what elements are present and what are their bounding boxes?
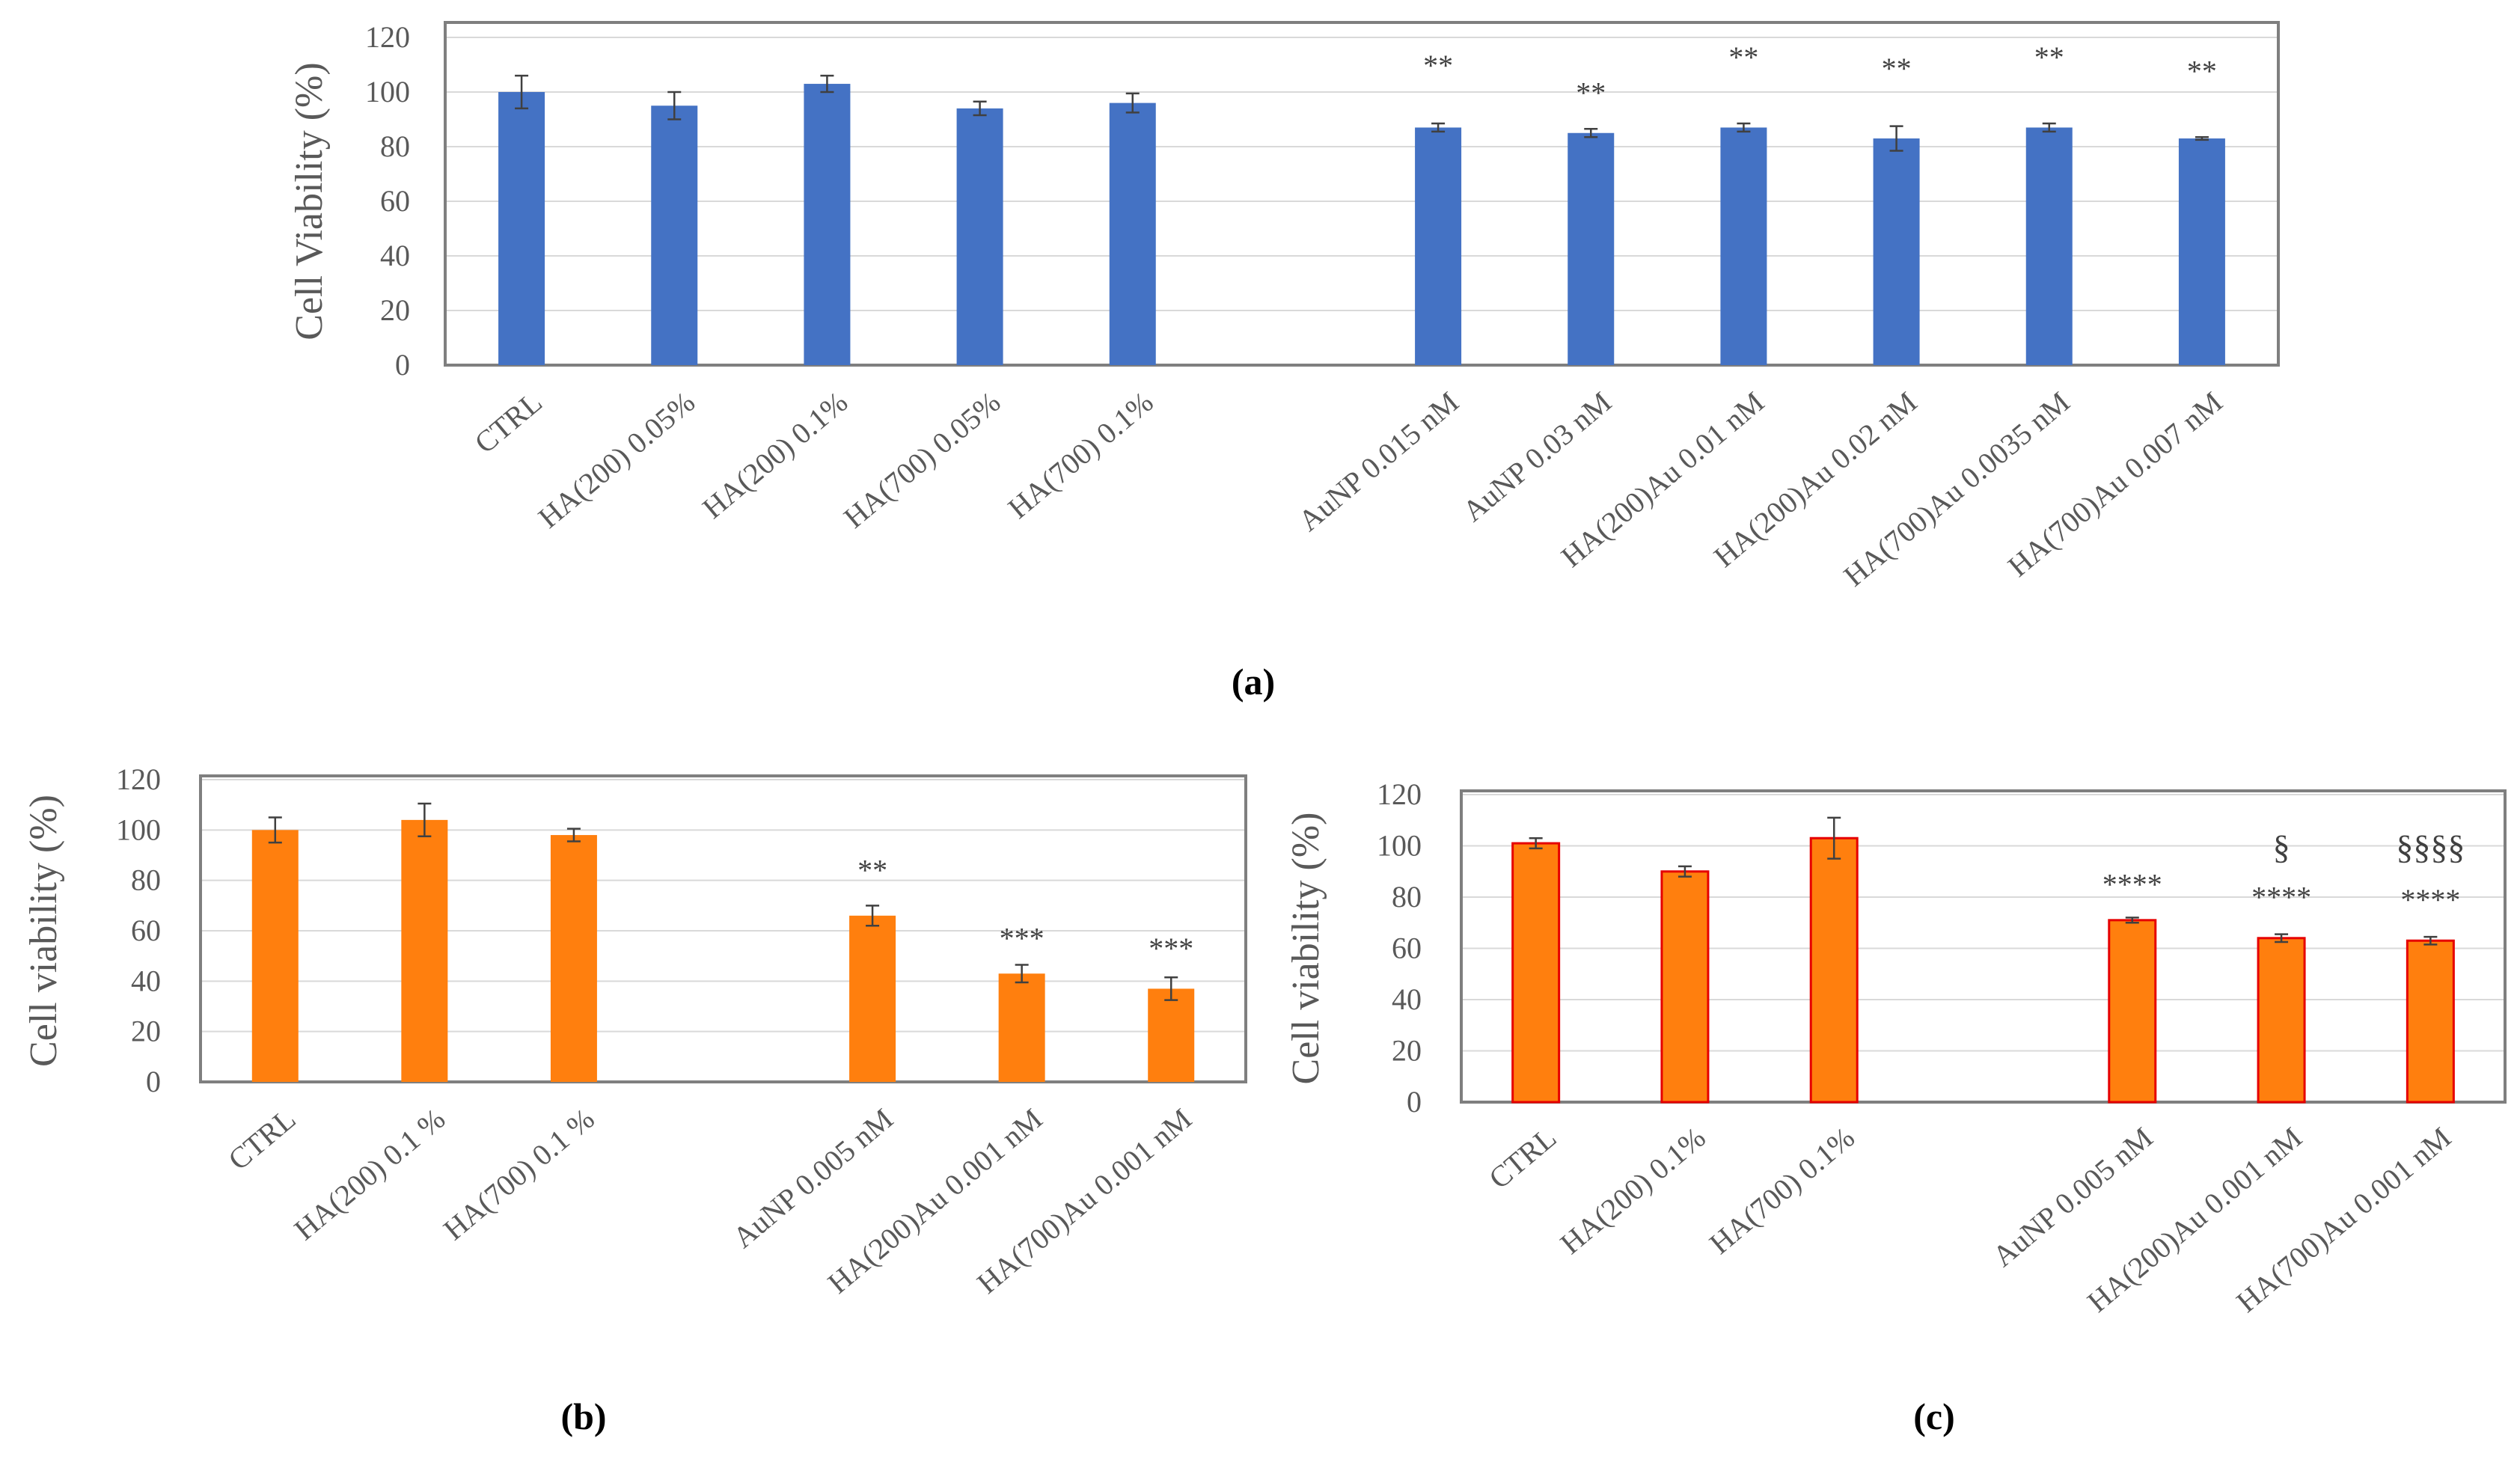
- significance-marker-secondary: §: [2273, 828, 2290, 866]
- x-tick-label: AuNP 0.015 nM: [1292, 385, 1465, 537]
- bar: [1809, 836, 1859, 1104]
- bar: [498, 92, 545, 365]
- bar: [1415, 127, 1462, 365]
- x-tick-label: HA(700) 0.1 %: [437, 1101, 601, 1247]
- x-tick-label: CTRL: [1482, 1120, 1562, 1195]
- bar: [2406, 939, 2455, 1104]
- panel-label: (c): [1913, 1395, 1955, 1437]
- y-tick-label: 120: [365, 20, 410, 54]
- y-tick-label: 20: [1392, 1034, 1422, 1068]
- significance-marker: **: [1728, 40, 1758, 74]
- x-tick-label: AuNP 0.03 nM: [1456, 385, 1618, 527]
- significance-marker-secondary: §§§§: [2396, 828, 2465, 866]
- significance-marker: ****: [2400, 883, 2460, 917]
- x-tick-label: HA(200) 0.1 %: [287, 1101, 451, 1247]
- bar: [1109, 103, 1156, 365]
- y-tick-label: 0: [1407, 1085, 1422, 1119]
- x-tick-label: HA(200) 0.05%: [532, 385, 701, 534]
- bar: [651, 105, 698, 365]
- y-tick-label: 100: [116, 813, 161, 846]
- bar: [2178, 138, 2225, 366]
- panel-label: (b): [560, 1395, 606, 1437]
- bar: [804, 84, 851, 366]
- y-tick-label: 0: [146, 1065, 161, 1098]
- bar: [849, 915, 896, 1082]
- bar: [1660, 870, 1710, 1104]
- panel-label: (a): [1232, 661, 1275, 703]
- significance-marker: ***: [1000, 922, 1045, 955]
- y-tick-label: 60: [1392, 932, 1422, 965]
- bar: [550, 835, 597, 1082]
- x-tick-label: CTRL: [221, 1101, 302, 1176]
- bar: [2025, 127, 2073, 365]
- bar: [1720, 127, 1767, 365]
- bar: [251, 830, 299, 1082]
- y-tick-label: 40: [1392, 982, 1422, 1016]
- y-tick-label: 100: [1377, 829, 1422, 863]
- y-tick-label: 40: [131, 964, 161, 997]
- y-tick-label: 40: [380, 239, 410, 272]
- bar: [956, 108, 1003, 365]
- bar: [1148, 988, 1195, 1082]
- x-tick-label: HA(200) 0.1%: [696, 385, 854, 524]
- y-tick-label: 100: [365, 75, 410, 108]
- y-tick-label: 20: [380, 293, 410, 327]
- x-tick-label: HA(700) 0.05%: [837, 385, 1006, 534]
- y-tick-label: 80: [131, 863, 161, 897]
- plot-border: [199, 774, 1247, 1083]
- x-tick-label: HA(200) 0.1%: [1554, 1120, 1712, 1260]
- plot-border: [444, 21, 2280, 367]
- y-axis-label: Cell Viability (%): [288, 62, 331, 340]
- significance-marker: **: [2034, 40, 2064, 74]
- bar: [2257, 937, 2306, 1104]
- significance-marker: **: [2187, 54, 2217, 88]
- y-axis-label: Cell viability (%): [1285, 813, 1327, 1085]
- bar: [1568, 132, 1615, 365]
- y-tick-label: 80: [380, 129, 410, 163]
- y-tick-label: 120: [1377, 777, 1422, 811]
- bar: [998, 973, 1045, 1082]
- significance-marker: **: [1423, 49, 1453, 82]
- y-tick-label: 120: [116, 762, 161, 796]
- y-tick-label: 0: [395, 348, 410, 382]
- bar: [2108, 919, 2157, 1104]
- x-tick-label: CTRL: [468, 385, 548, 459]
- significance-marker: ***: [1149, 932, 1193, 965]
- x-tick-label: HA(700) 0.1%: [1703, 1120, 1861, 1260]
- y-tick-label: 20: [131, 1015, 161, 1048]
- significance-marker: **: [1882, 52, 1912, 85]
- x-tick-label: HA(700) 0.1%: [1001, 385, 1159, 524]
- significance-marker: ****: [2102, 868, 2162, 902]
- y-tick-label: 60: [380, 184, 410, 218]
- y-tick-label: 80: [1392, 880, 1422, 914]
- significance-marker: **: [857, 854, 887, 887]
- bar: [1873, 138, 1920, 366]
- y-axis-label: Cell viability (%): [22, 795, 65, 1067]
- bar: [401, 819, 448, 1082]
- significance-marker: ****: [2251, 881, 2311, 914]
- bar: [1511, 842, 1561, 1104]
- y-tick-label: 60: [131, 914, 161, 947]
- significance-marker: **: [1576, 76, 1606, 110]
- plot-border: [1460, 789, 2507, 1104]
